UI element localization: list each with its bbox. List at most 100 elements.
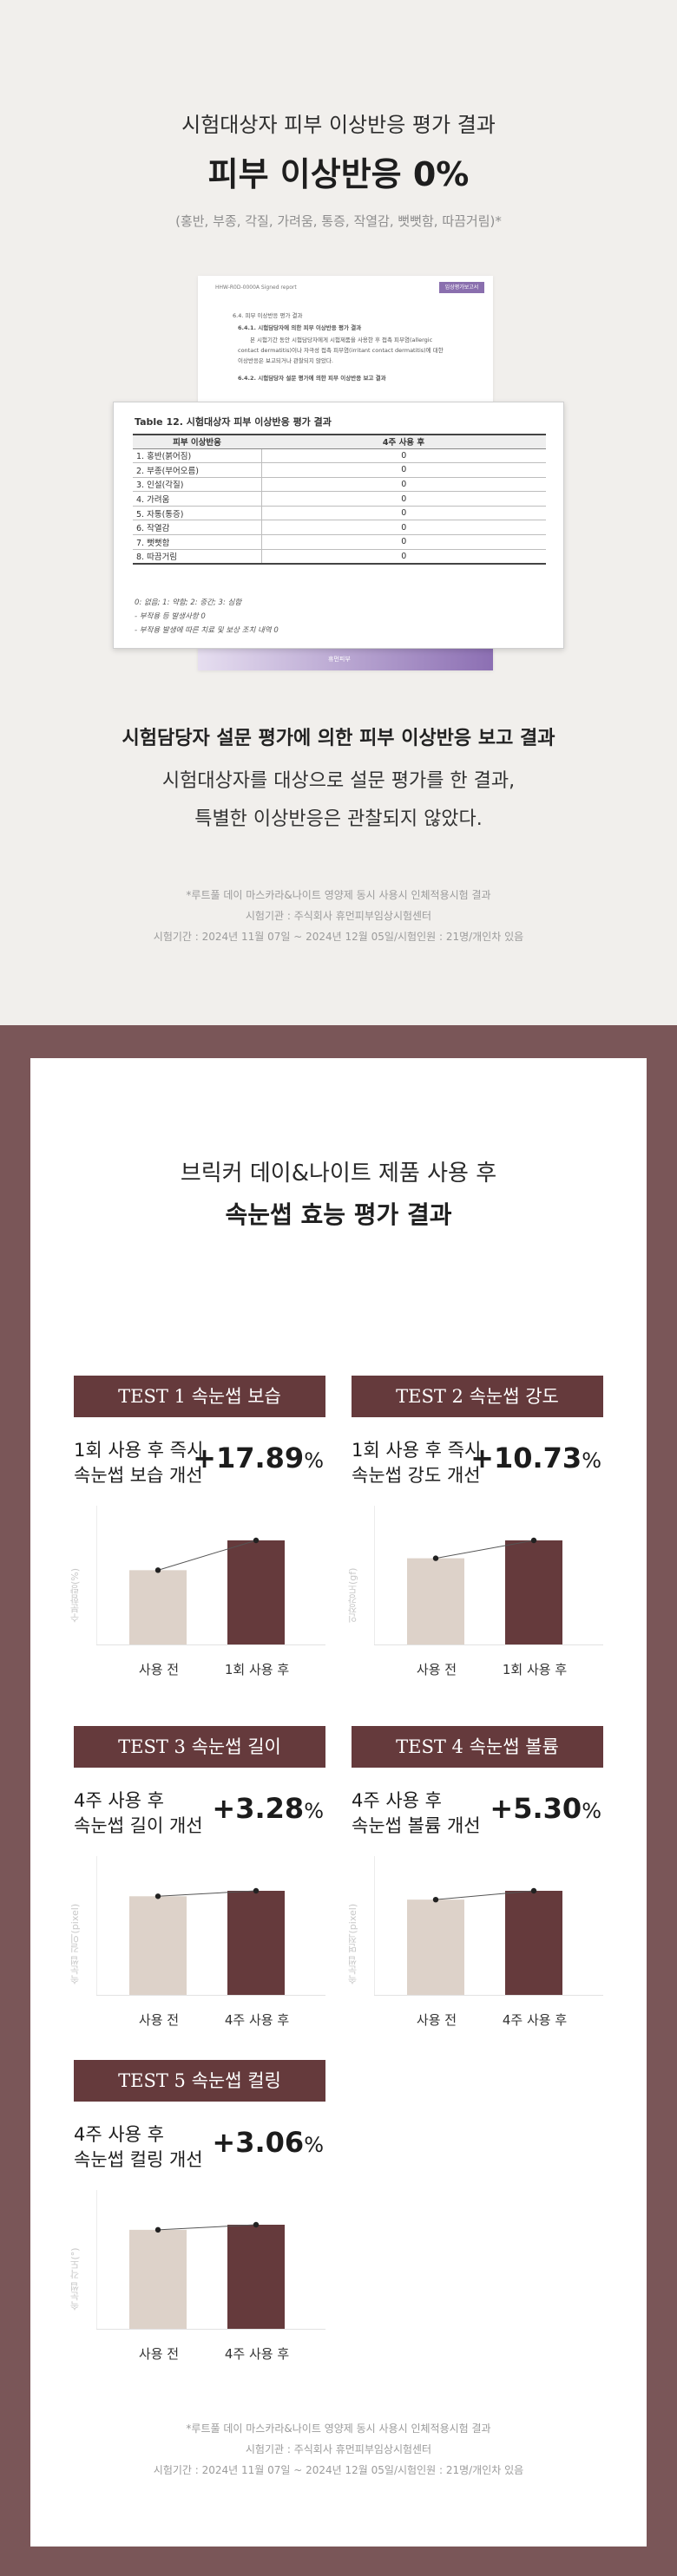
footnote: 시험기관 : 주식회사 휴먼피부임상시험센터 (245, 910, 432, 922)
test-condition: 4주 사용 후 (74, 2124, 164, 2145)
x-tick-label: 사용 전 (138, 1662, 180, 1677)
trend-line (435, 1890, 535, 1900)
efficacy-headline: 속눈썹 효능 평가 결과 (225, 1200, 452, 1229)
test-claim: 속눈썹 컬링 개선 (74, 2149, 203, 2170)
bar-after (227, 1891, 285, 1995)
test-number: TEST 3 (118, 1736, 186, 1757)
efficacy-title: 브릭커 데이&나이트 제품 사용 후 (180, 1161, 497, 1187)
bar-after (505, 1891, 562, 1995)
before-after-chart: 인장강도(gf) 사용 전 1회 사용 후 (347, 1499, 603, 1688)
footnote: *루트풀 데이 마스카라&나이트 영양제 동시 사용시 인체적용시험 결과 (186, 2422, 491, 2435)
x-tick-label: 1회 사용 후 (502, 1662, 568, 1677)
improvement-rate: +3.06% (212, 2126, 324, 2159)
test-panel: TEST 3 속눈썹 길이 4주 사용 후 속눈썹 길이 개선 +3.28% 속눈썹 길… (69, 1726, 325, 2038)
report-line: 6.4.1. 시험담당자에 의한 피부 이상반응 평가 결과 (238, 324, 362, 331)
test-name: 속눈썹 컬링 (191, 2070, 281, 2091)
report-line: contact dermatitis)이나 자극성 접촉 피부염(irritan… (238, 347, 444, 354)
improvement-unit: % (304, 2133, 324, 2157)
test-panel: TEST 1 속눈썹 보습 1회 사용 후 즉시 속눈썹 보습 개선 +17.89% 수… (69, 1376, 325, 1688)
row-value: 0 (261, 549, 546, 565)
chart-svg (96, 2190, 325, 2330)
test-label-bar: TEST 1 속눈썹 보습 (74, 1376, 325, 1417)
row-label: 3. 인설(각질) (133, 477, 262, 493)
test-claim: 속눈썹 강도 개선 (352, 1465, 481, 1486)
before-after-chart: 속눈썹 면적(pixel) 사용 전 4주 사용 후 (347, 1849, 603, 2038)
chart-svg (374, 1856, 603, 1996)
bar-after (227, 2225, 285, 2329)
test-panel: TEST 4 속눈썹 볼륨 4주 사용 후 속눈썹 볼륨 개선 +5.30% 속눈썹 면… (347, 1726, 603, 2038)
improvement-unit: % (304, 1799, 324, 1823)
footnote: 시험기간 : 2024년 11월 07일 ~ 2024년 12월 05일/시험인… (153, 931, 524, 943)
test-claim: 속눈썹 길이 개선 (74, 1815, 203, 1836)
safety-title: 시험대상자 피부 이상반응 평가 결과 (181, 113, 496, 137)
test-number: TEST 4 (396, 1736, 463, 1757)
row-value: 0 (261, 448, 546, 464)
column-header: 4주 사용 후 (261, 434, 546, 449)
before-after-chart: 수분함량(%) 사용 전 1회 사용 후 (69, 1499, 325, 1688)
test-claim: 속눈썹 보습 개선 (74, 1465, 203, 1486)
row-label: 2. 부종(부어오름) (133, 462, 262, 478)
improvement-unit: % (582, 1448, 601, 1473)
improvement-unit: % (582, 1799, 601, 1823)
x-tick-label: 4주 사용 후 (502, 2012, 568, 2028)
bar-before (407, 1899, 464, 1995)
survey-heading: 시험담당자 설문 평가에 의한 피부 이상반응 보고 결과 (122, 728, 555, 749)
trend-point (154, 1567, 161, 1573)
report-header-badge: 임상평가보고서 (439, 282, 484, 293)
row-value: 0 (261, 506, 546, 521)
bar-before (129, 2229, 187, 2329)
test-condition: 1회 사용 후 즉시 (74, 1440, 204, 1461)
trend-line (435, 1540, 535, 1559)
trend-point (530, 1537, 537, 1544)
test-label-bar: TEST 2 속눈썹 강도 (352, 1376, 603, 1417)
test-name: 속눈썹 볼륨 (469, 1736, 559, 1757)
table-row: 3. 인설(각질) 0 (133, 477, 546, 493)
adverse-reaction-table: 피부 이상반응 4주 사용 후 1. 홍반(붉어짐) 0 2. 부종(부어오름) 0… (133, 434, 546, 565)
bar-after (505, 1540, 562, 1644)
trend-point (154, 1893, 161, 1899)
test-number: TEST 2 (396, 1386, 463, 1407)
table-note: - 부작용 등 발생사항 0 (135, 612, 206, 621)
improvement-rate: +10.73% (470, 1442, 601, 1474)
trend-line (157, 1890, 257, 1897)
improvement-sign: + (470, 1442, 494, 1474)
table-header-row: 피부 이상반응 4주 사용 후 (133, 434, 546, 449)
footnote: *루트풀 데이 마스카라&나이트 영양제 동시 사용시 인체적용시험 결과 (186, 889, 491, 901)
improvement-sign: + (212, 1792, 236, 1825)
adverse-reaction-table-card: Table 12. 시험대상자 피부 이상반응 평가 결과 피부 이상반응 4주… (113, 402, 564, 649)
x-tick-label: 사용 전 (138, 2012, 180, 2028)
table-row: 8. 따끔거림 0 (133, 549, 546, 565)
report-line: 본 시험기간 동안 시험담당자에게 시험제품을 사용한 후 접촉 피부염(all… (250, 337, 433, 343)
trend-point (253, 2221, 260, 2228)
test-name: 속눈썹 길이 (191, 1736, 281, 1757)
report-line: 6.4.2. 시험담당자 설문 평가에 의한 피부 이상반응 보고 결과 (238, 375, 386, 382)
bar-before (129, 1570, 187, 1644)
report-footer-band: 휴먼피부 (198, 646, 493, 670)
test-panel: TEST 5 속눈썹 컬링 4주 사용 후 속눈썹 컬링 개선 +3.06% 속눈썹 각… (69, 2060, 325, 2372)
x-tick-label: 4주 사용 후 (224, 2346, 290, 2362)
test-claim: 속눈썹 볼륨 개선 (352, 1815, 481, 1836)
safety-headline: 피부 이상반응 0% (207, 155, 470, 193)
survey-desc-line: 시험대상자를 대상으로 설문 평가를 한 결과, (161, 770, 516, 792)
row-label: 5. 자통(통증) (133, 506, 262, 521)
test-condition: 4주 사용 후 (352, 1790, 442, 1811)
x-tick-label: 사용 전 (416, 1662, 457, 1677)
row-value: 0 (261, 477, 546, 493)
report-line: 6.4. 피부 이상반응 평가 결과 (233, 312, 303, 319)
test-label-bar: TEST 4 속눈썹 볼륨 (352, 1726, 603, 1768)
trend-line (157, 1540, 257, 1571)
test-label-bar: TEST 3 속눈썹 길이 (74, 1726, 325, 1768)
report-logo: 휴먼피부 (328, 656, 351, 663)
footnote: 시험기간 : 2024년 11월 07일 ~ 2024년 12월 05일/시험인… (153, 2464, 524, 2476)
row-label: 4. 가려움 (133, 491, 262, 507)
table-row: 4. 가려움 0 (133, 491, 546, 507)
table-row: 1. 홍반(붉어짐) 0 (133, 448, 546, 464)
x-tick-label: 사용 전 (138, 2346, 180, 2362)
test-number: TEST 5 (118, 2070, 186, 2091)
bar-before (129, 1896, 187, 1995)
table-row: 2. 부종(부어오름) 0 (133, 462, 546, 478)
report-line: 이상반응은 보고되거나 관찰되지 않았다. (238, 357, 333, 364)
bar-before (407, 1558, 464, 1644)
footnote: 시험기관 : 주식회사 휴먼피부임상시험센터 (245, 2443, 432, 2455)
improvement-value: 17.89 (215, 1442, 305, 1474)
